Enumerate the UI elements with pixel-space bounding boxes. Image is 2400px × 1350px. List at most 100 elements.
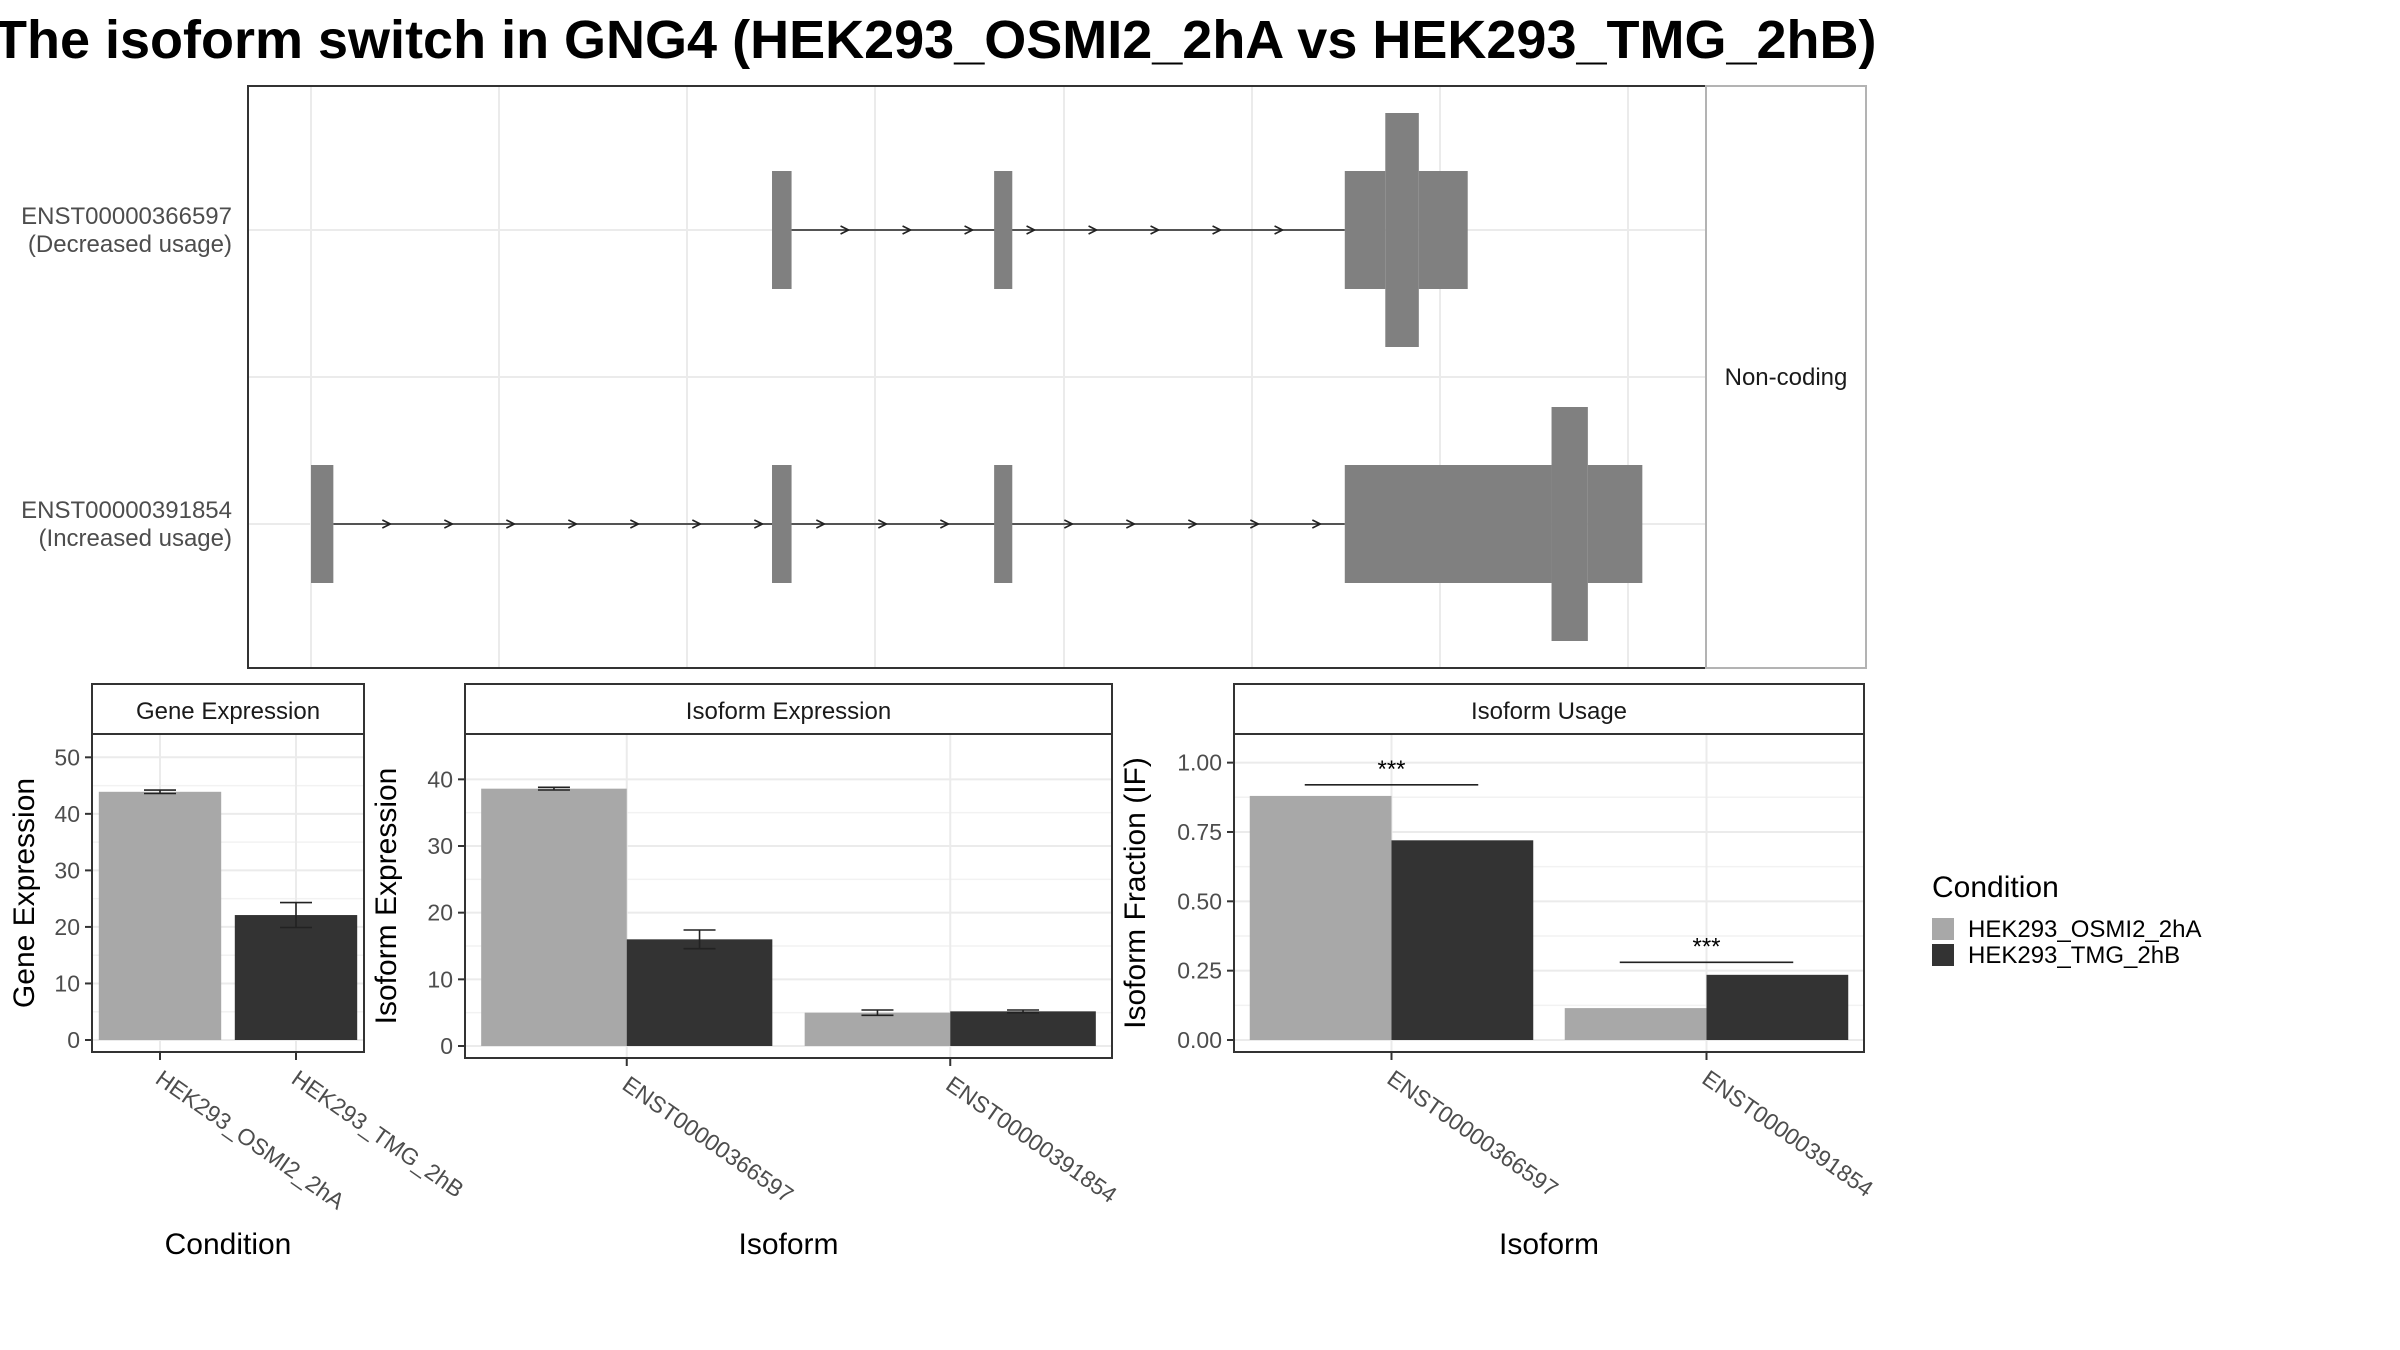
bar: [626, 939, 773, 1046]
exon-block: [1551, 407, 1588, 641]
x-tick-label: ENST00000366597: [1383, 1065, 1563, 1202]
exon-block: [1587, 465, 1643, 583]
exon-block: [1418, 171, 1468, 289]
exon-block: [772, 171, 792, 289]
intron-direction-arrow: [1088, 225, 1099, 235]
exon-block: [311, 465, 334, 583]
intron-direction-arrow: [1063, 519, 1075, 529]
transcript-usage-label: (Increased usage): [39, 525, 232, 552]
exon-block: [994, 171, 1013, 289]
legend-label: HEK293_TMG_2hB: [1968, 942, 2180, 969]
intron-direction-arrow: [877, 519, 889, 529]
plot-border: [1233, 733, 1865, 1053]
bar: [234, 915, 358, 1040]
legend-swatch: [1932, 944, 1954, 966]
y-axis-title: Isoform Expression: [370, 768, 403, 1025]
isoform-usage-panel: Isoform Usage 0.00 0.25 0.50 0.75 1.00 *** *** E…: [1119, 683, 1879, 1261]
bar: [1706, 974, 1849, 1040]
intron-direction-arrow: [964, 225, 975, 235]
y-tick-label: 0.75: [1177, 819, 1222, 845]
figure-title: The isoform switch in GNG4 (HEK293_OSMI2…: [0, 10, 1877, 70]
exon-block: [1344, 465, 1552, 583]
intron-direction-arrow: [567, 519, 579, 529]
bar: [1249, 795, 1392, 1040]
intron-direction-arrow: [505, 519, 517, 529]
transcript-label: ENST00000391854 (Increased usage): [21, 497, 232, 552]
bar: [98, 791, 222, 1040]
y-tick-label: 20: [427, 900, 453, 926]
bar: [804, 1012, 951, 1046]
bar: [950, 1011, 1096, 1046]
bar: [481, 788, 627, 1046]
y-tick-label: 20: [54, 914, 80, 940]
intron-direction-arrow: [1187, 519, 1199, 529]
x-axis-title: Isoform: [738, 1228, 838, 1261]
transcript-ENST00000366597: ENST00000366597 (Decreased usage): [21, 113, 1468, 347]
y-tick-label: 30: [427, 833, 453, 859]
y-tick-label: 1.00: [1177, 750, 1222, 776]
transcript-id: ENST00000391854: [21, 497, 232, 524]
panel-title: Isoform Expression: [686, 698, 891, 725]
intron-direction-arrow: [1026, 225, 1037, 235]
intron-direction-arrow: [1249, 519, 1261, 529]
legend-label: HEK293_OSMI2_2hA: [1968, 916, 2201, 943]
y-axis-title: Isoform Fraction (IF): [1119, 757, 1152, 1029]
y-tick-label: 40: [427, 766, 453, 792]
bar: [1391, 840, 1534, 1040]
exon-block: [772, 465, 792, 583]
x-tick-label: ENST00000366597: [618, 1071, 798, 1208]
intron-direction-arrow: [753, 519, 765, 529]
y-tick-label: 10: [427, 966, 453, 992]
panel-title: Gene Expression: [136, 698, 320, 725]
isoform-expression-panel: Isoform Expression 0 10 20 30 40 ENST000003665…: [370, 683, 1122, 1261]
panel-title-strip: [91, 683, 365, 735]
intron-direction-arrow: [1311, 519, 1323, 529]
significance-label: ***: [1377, 756, 1405, 783]
y-axis-title: Gene Expression: [8, 778, 41, 1008]
exon-block: [994, 465, 1013, 583]
y-tick-label: 30: [54, 857, 80, 883]
y-tick-label: 0: [440, 1033, 453, 1059]
transcript-label: ENST00000366597 (Decreased usage): [21, 203, 232, 258]
intron-direction-arrow: [815, 519, 827, 529]
legend-title: Condition: [1932, 871, 2059, 904]
significance-label: ***: [1692, 933, 1720, 960]
x-axis-title: Condition: [165, 1228, 292, 1261]
y-tick-label: 10: [54, 970, 80, 996]
x-tick-label: ENST00000391854: [1698, 1065, 1879, 1202]
panel-title-strip: [464, 683, 1113, 735]
structure-facet-strip: [1705, 85, 1867, 669]
intron-direction-arrow: [1274, 225, 1285, 235]
structure-facet-label: Non-coding: [1725, 364, 1848, 391]
y-tick-label: 0.25: [1177, 958, 1222, 984]
y-tick-label: 40: [54, 801, 80, 827]
intron-direction-arrow: [840, 225, 851, 235]
exon-block: [1344, 171, 1386, 289]
panel-title: Isoform Usage: [1471, 698, 1627, 725]
y-tick-label: 0.00: [1177, 1027, 1222, 1053]
intron-direction-arrow: [443, 519, 455, 529]
transcript-id: ENST00000366597: [21, 203, 232, 230]
legend-swatch: [1932, 918, 1954, 940]
y-tick-label: 50: [54, 744, 80, 770]
intron-direction-arrow: [629, 519, 641, 529]
transcript-usage-label: (Decreased usage): [28, 231, 232, 258]
plot-border: [464, 733, 1113, 1059]
intron-direction-arrow: [381, 519, 393, 529]
y-tick-label: 0.50: [1177, 888, 1222, 914]
x-axis-title: Isoform: [1499, 1228, 1599, 1261]
panel-title-strip: [1233, 683, 1865, 735]
exon-block: [1385, 113, 1419, 347]
intron-direction-arrow: [902, 225, 913, 235]
bar: [1564, 1008, 1707, 1040]
x-tick-label: ENST00000391854: [941, 1071, 1122, 1208]
intron-direction-arrow: [1150, 225, 1161, 235]
intron-direction-arrow: [691, 519, 703, 529]
y-tick-label: 0: [67, 1027, 80, 1053]
intron-direction-arrow: [1212, 225, 1223, 235]
intron-direction-arrow: [939, 519, 951, 529]
transcript-structure-panel: Non-coding ENST00000366597 (Decreased usag…: [21, 85, 1867, 669]
transcript-ENST00000391854: ENST00000391854 (Increased usage): [21, 407, 1643, 641]
